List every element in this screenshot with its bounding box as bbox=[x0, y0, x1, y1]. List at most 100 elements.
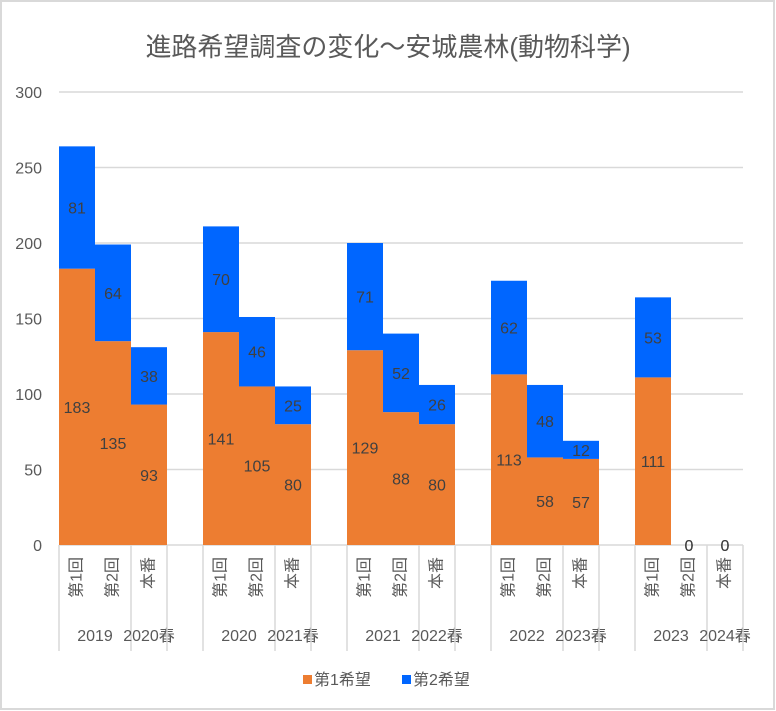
data-label-series-1-slot-1: 135 bbox=[100, 436, 127, 453]
y-axis: 0 50 100 150 200 250 300 bbox=[15, 85, 42, 555]
data-label-series-2-slot-8: 71 bbox=[356, 290, 374, 307]
bar-series-2-slot-16 bbox=[635, 297, 671, 378]
y-tick-label: 250 bbox=[15, 161, 42, 178]
y-tick-label: 300 bbox=[15, 85, 42, 102]
x-category-label: 第2回 bbox=[392, 557, 410, 598]
bar-series-1-slot-0 bbox=[59, 268, 95, 545]
data-label-series-2-slot-2: 38 bbox=[140, 369, 158, 386]
y-tick-label: 200 bbox=[15, 236, 42, 253]
bar-series-2-slot-14 bbox=[563, 440, 599, 459]
bars bbox=[59, 146, 671, 545]
bar-series-1-slot-12 bbox=[491, 374, 527, 545]
data-label-series-1-slot-6: 80 bbox=[284, 478, 302, 495]
data-label-series-1-slot-16: 111 bbox=[641, 454, 665, 471]
data-label-series-1-slot-17: 0 bbox=[685, 538, 694, 555]
legend-swatch-series-1 bbox=[303, 675, 312, 684]
bar-series-2-slot-4 bbox=[203, 226, 239, 333]
x-group-label: 2022 bbox=[509, 628, 545, 645]
data-label-series-1-slot-10: 80 bbox=[428, 478, 446, 495]
x-category-label: 本番 bbox=[572, 557, 590, 589]
data-label-series-1-slot-5: 105 bbox=[244, 459, 271, 476]
x-axis: 第1回 第2回 本番 第1回 第2回 本番 第1回 第2回 本番 第1回 第2回 本番 第1回 第2回 本番… bbox=[58, 545, 751, 651]
bar-series-1-slot-10 bbox=[419, 424, 455, 545]
data-label-series-1-slot-0: 183 bbox=[64, 400, 91, 417]
bar-series-1-slot-16 bbox=[635, 377, 671, 545]
gridlines bbox=[59, 91, 743, 546]
data-label-series-2-slot-14: 12 bbox=[572, 443, 590, 460]
bar-series-1-slot-6 bbox=[275, 424, 311, 545]
data-label-series-2-slot-1: 64 bbox=[104, 286, 122, 303]
data-label-series-1-slot-4: 141 bbox=[208, 432, 235, 449]
bar-series-2-slot-6 bbox=[275, 386, 311, 425]
data-label-series-2-slot-16: 53 bbox=[644, 330, 662, 347]
legend-item-series-1[interactable]: 第1希望 bbox=[303, 671, 371, 689]
bar-series-1-slot-1 bbox=[95, 341, 131, 545]
bar-series-2-slot-8 bbox=[347, 243, 383, 351]
data-label-series-1-slot-8: 129 bbox=[352, 441, 379, 458]
legend-swatch-series-2 bbox=[402, 675, 411, 684]
data-label-series-1-slot-9: 88 bbox=[392, 472, 410, 489]
x-category-label: 第1回 bbox=[644, 557, 662, 598]
bar-series-2-slot-1 bbox=[95, 244, 131, 342]
bar-series-2-slot-0 bbox=[59, 146, 95, 269]
legend: 第1希望 第2希望 bbox=[303, 671, 470, 689]
x-group-label: 2019 bbox=[77, 628, 113, 645]
bar-series-2-slot-13 bbox=[527, 384, 563, 458]
x-category-label: 第2回 bbox=[248, 557, 266, 598]
data-label-series-2-slot-13: 48 bbox=[536, 414, 554, 431]
x-group-label: 2020春 bbox=[123, 627, 175, 645]
x-category-label: 第1回 bbox=[356, 557, 374, 598]
data-label-series-2-slot-9: 52 bbox=[392, 366, 410, 383]
x-category-label: 本番 bbox=[716, 557, 734, 589]
x-category-label: 本番 bbox=[284, 557, 302, 589]
bar-series-1-slot-9 bbox=[383, 412, 419, 545]
x-category-label: 本番 bbox=[140, 557, 158, 589]
legend-label-series-2: 第2希望 bbox=[413, 671, 470, 689]
bar-series-1-slot-5 bbox=[239, 386, 275, 545]
x-group-label: 2021 bbox=[365, 628, 401, 645]
bar-series-1-slot-13 bbox=[527, 457, 563, 545]
x-category-label: 第1回 bbox=[68, 557, 86, 598]
data-label-series-1-slot-14: 57 bbox=[572, 495, 590, 512]
data-label-series-2-slot-5: 46 bbox=[248, 345, 266, 362]
bar-series-2-slot-5 bbox=[239, 316, 275, 387]
y-tick-label: 100 bbox=[15, 387, 42, 404]
chart-title: 進路希望調査の変化～安城農林(動物科学) bbox=[145, 32, 630, 62]
data-label-series-2-slot-0: 81 bbox=[68, 201, 86, 218]
legend-item-series-2[interactable]: 第2希望 bbox=[402, 671, 470, 689]
x-category-label: 第2回 bbox=[104, 557, 122, 598]
bar-series-2-slot-2 bbox=[131, 347, 167, 405]
data-label-series-1-slot-18: 0 bbox=[721, 538, 730, 555]
bar-series-1-slot-8 bbox=[347, 350, 383, 545]
data-label-series-2-slot-4: 70 bbox=[212, 272, 230, 289]
y-tick-label: 150 bbox=[15, 312, 42, 329]
y-tick-label: 0 bbox=[33, 538, 42, 555]
x-category-label: 本番 bbox=[428, 557, 446, 589]
data-label-series-2-slot-6: 25 bbox=[284, 398, 302, 415]
bar-series-1-slot-2 bbox=[131, 404, 167, 545]
legend-label-series-1: 第1希望 bbox=[314, 671, 371, 689]
data-label-series-2-slot-17: 0 bbox=[685, 538, 694, 555]
x-group-label: 2021春 bbox=[267, 627, 319, 645]
bar-series-1-slot-14 bbox=[563, 458, 599, 545]
bar-series-1-slot-4 bbox=[203, 332, 239, 545]
x-category-label: 第1回 bbox=[500, 557, 518, 598]
bar-series-2-slot-10 bbox=[419, 384, 455, 425]
x-group-label: 2023春 bbox=[555, 627, 607, 645]
data-label-series-2-slot-18: 0 bbox=[721, 538, 730, 555]
x-category-label: 第2回 bbox=[536, 557, 554, 598]
y-tick-label: 50 bbox=[24, 463, 42, 480]
data-label-series-2-slot-12: 62 bbox=[500, 321, 518, 338]
x-category-label: 第2回 bbox=[680, 557, 698, 598]
x-group-label: 2023 bbox=[653, 628, 689, 645]
data-label-series-2-slot-10: 26 bbox=[428, 398, 446, 415]
x-category-label: 第1回 bbox=[212, 557, 230, 598]
data-label-series-1-slot-13: 58 bbox=[536, 494, 554, 511]
x-group-label: 2024春 bbox=[699, 627, 751, 645]
bar-series-2-slot-9 bbox=[383, 333, 419, 413]
data-labels: 183 81 135 64 93 38 141 70 105 46 80 25 129 71 88 52 80 2… bbox=[64, 201, 730, 555]
data-label-series-1-slot-2: 93 bbox=[140, 468, 158, 485]
x-group-label: 2020 bbox=[221, 628, 257, 645]
data-label-series-1-slot-12: 113 bbox=[496, 453, 522, 470]
